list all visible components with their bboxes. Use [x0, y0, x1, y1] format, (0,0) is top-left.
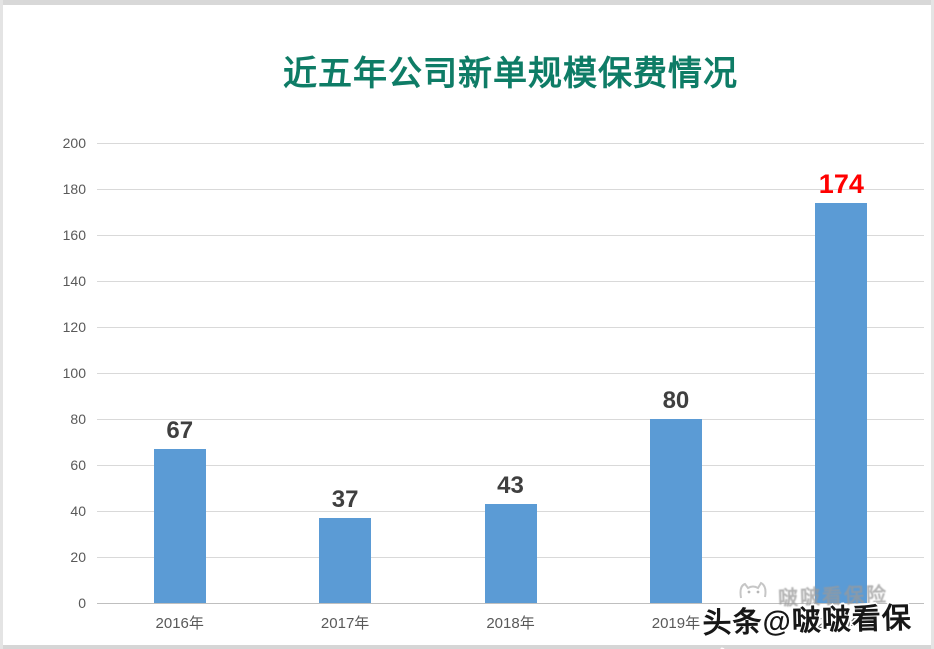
y-tick-label: 40: [70, 503, 86, 519]
slide-edge-left: [0, 0, 3, 649]
gridline: [97, 326, 924, 328]
watermark-cat-logo: [735, 578, 773, 609]
bar-value-label: 43: [497, 472, 524, 500]
y-tick-label: 20: [70, 549, 86, 565]
gridline: [97, 372, 924, 374]
bar-value-label: 67: [166, 416, 194, 444]
x-axis-line: [97, 602, 924, 604]
bar-value-label: 80: [662, 387, 690, 414]
gridline: [97, 464, 924, 466]
y-axis: 0 20 40 60 80 100 120 140 160 180 200: [40, 135, 88, 611]
y-tick-label: 80: [70, 411, 86, 427]
y-tick-label: 180: [62, 181, 86, 197]
x-tick-label: 2020年: [817, 615, 866, 632]
y-tick-label: 160: [62, 227, 86, 243]
x-tick-label: 2018年: [486, 615, 535, 632]
y-tick-label: 140: [62, 273, 86, 289]
bar-2018年: [484, 504, 537, 603]
x-tick-label: 2016年: [155, 615, 204, 632]
bar-2017年: [319, 517, 372, 603]
y-tick-label: 100: [62, 365, 86, 381]
bar-2019年: [649, 419, 702, 603]
slide-edge-right: [931, 0, 934, 649]
slide-edge-bottom: [0, 645, 934, 649]
x-tick-label: 2019年: [651, 615, 701, 632]
y-tick-label: 200: [62, 135, 86, 151]
bar-cell: 37: [262, 143, 427, 603]
bar-value-label: 37: [331, 485, 359, 513]
bar-cell: 174: [759, 143, 924, 603]
bar-2016年: [153, 448, 206, 603]
chart-title: 近五年公司新单规模保费情况: [283, 55, 738, 93]
y-tick-label: 0: [78, 595, 86, 611]
x-tick-label: 2017年: [320, 615, 370, 632]
bar-2020年: [815, 202, 868, 603]
bars: 67 37 43 80 174: [97, 143, 924, 603]
y-tick-label: 60: [70, 457, 86, 473]
bar-value-label: 174: [818, 168, 864, 199]
watermark-main-text: 头条@啵啵看保险: [702, 602, 913, 641]
x-axis: 2016年 2017年 2018年 2019年 2020年: [97, 612, 924, 633]
gridline: [97, 280, 924, 282]
gridline: [97, 418, 924, 420]
gridline: [97, 188, 924, 190]
bar-cell: 43: [428, 143, 593, 603]
bar-cell: 67: [97, 143, 262, 603]
gridline: [97, 142, 924, 144]
gridline: [97, 234, 924, 236]
y-tick-label: 120: [62, 319, 86, 335]
bar-cell: 80: [593, 143, 758, 603]
slide-edge-top: [0, 0, 934, 5]
